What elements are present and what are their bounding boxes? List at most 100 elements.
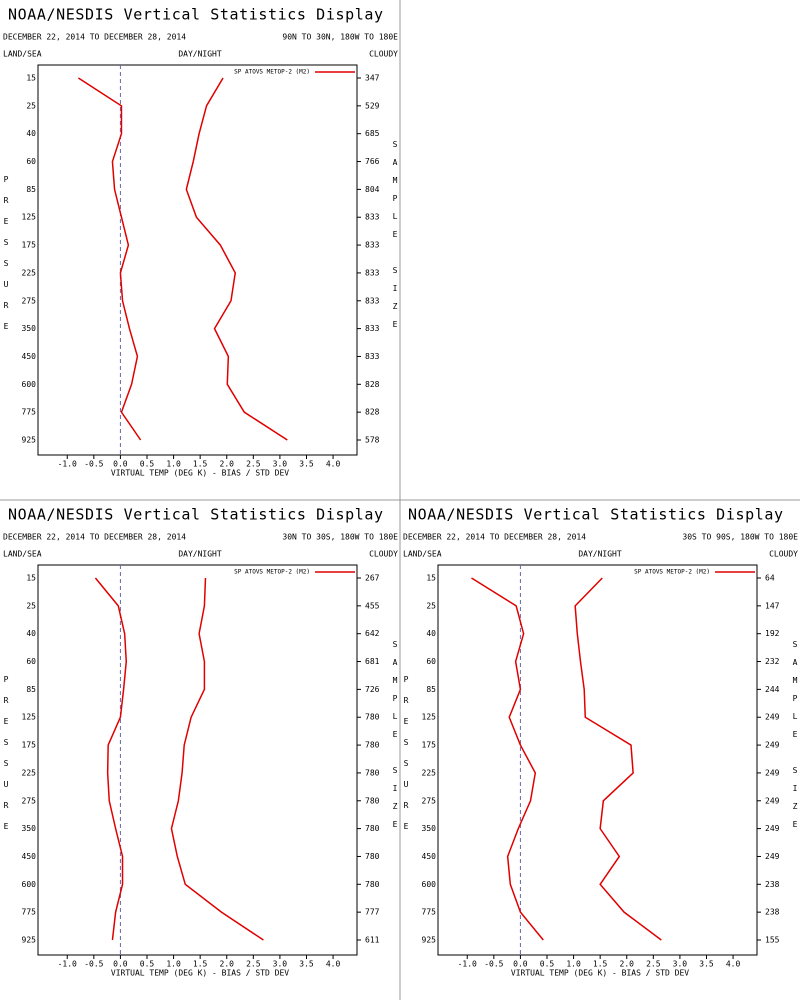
panel-title: NOAA/NESDIS Vertical Statistics Display [8, 6, 384, 24]
pressure-label: 125 [22, 213, 37, 222]
x-tick-label: -1.0 [58, 960, 77, 969]
sample-size: 249 [765, 796, 780, 805]
x-tick-label: 1.0 [166, 460, 181, 469]
pressure-label: 600 [22, 380, 37, 389]
sample-size: 64 [765, 574, 775, 583]
pressure-label: 15 [426, 574, 436, 583]
header-center: DAY/NIGHT [178, 50, 222, 59]
x-tick-label: 2.5 [246, 460, 261, 469]
profile-line [170, 577, 264, 941]
x-tick-label: 0.5 [140, 460, 155, 469]
pressure-label: 175 [422, 741, 437, 750]
y-axis-label: PRESSURE [402, 675, 411, 843]
sample-size: 833 [365, 268, 380, 277]
sample-size: 780 [365, 741, 380, 750]
sample-size: 833 [365, 296, 380, 305]
pressure-label: 450 [422, 852, 437, 861]
sample-size: 244 [765, 685, 780, 694]
x-tick-label: 3.5 [299, 460, 314, 469]
header-left: LAND/SEA [3, 550, 42, 559]
x-tick-label: 4.0 [726, 960, 741, 969]
pressure-label: 40 [426, 629, 436, 638]
sample-size: 726 [365, 685, 380, 694]
y-axis-label: PRESSURE [2, 675, 11, 843]
date-range: DECEMBER 22, 2014 TO DECEMBER 28, 2014 [403, 533, 586, 542]
profile-line [77, 77, 142, 441]
sample-size: 766 [365, 157, 380, 166]
pressure-label: 15 [26, 74, 36, 83]
pressure-label: 85 [26, 185, 36, 194]
date-range: DECEMBER 22, 2014 TO DECEMBER 28, 2014 [3, 33, 186, 42]
y2-axis-label: SAMPLE SIZE [391, 140, 400, 338]
pressure-label: 275 [22, 796, 37, 805]
sample-size: 238 [765, 880, 780, 889]
pressure-label: 450 [22, 852, 37, 861]
plot-frame [37, 564, 358, 956]
header-right: CLOUDY [369, 550, 398, 559]
x-tick-label: 1.5 [593, 960, 608, 969]
sample-size: 780 [365, 852, 380, 861]
x-tick-label: 0.0 [113, 460, 128, 469]
x-tick-label: 2.0 [220, 460, 235, 469]
sample-size: 529 [365, 101, 380, 110]
pressure-label: 175 [22, 241, 37, 250]
pressure-label: 60 [426, 657, 436, 666]
sample-size: 249 [765, 713, 780, 722]
x-tick-label: 3.0 [673, 960, 688, 969]
x-tick-label: 4.0 [326, 960, 341, 969]
x-tick-label: 1.0 [166, 960, 181, 969]
sample-size: 455 [365, 601, 380, 610]
y2-axis-label: SAMPLE SIZE [391, 640, 400, 838]
pressure-label: 275 [422, 796, 437, 805]
pressure-label: 275 [22, 296, 37, 305]
pressure-label: 350 [422, 824, 437, 833]
header-right: CLOUDY [369, 50, 398, 59]
sample-size: 828 [365, 408, 380, 417]
header-left: LAND/SEA [403, 550, 442, 559]
plot-frame [437, 564, 758, 956]
x-tick-label: 4.0 [326, 460, 341, 469]
pressure-label: 125 [422, 713, 437, 722]
pressure-label: 60 [26, 657, 36, 666]
pressure-label: 350 [22, 824, 37, 833]
pressure-label: 925 [422, 936, 437, 945]
sample-size: 780 [365, 880, 380, 889]
sample-size: 833 [365, 213, 380, 222]
x-tick-label: -0.5 [84, 960, 103, 969]
x-tick-label: 0.5 [540, 960, 555, 969]
y-axis-label: PRESSURE [2, 175, 11, 343]
profile-line [574, 577, 662, 941]
panel-title: NOAA/NESDIS Vertical Statistics Display [8, 506, 384, 524]
sample-size: 828 [365, 380, 380, 389]
region: 30S TO 90S, 180W TO 180E [682, 533, 798, 542]
x-tick-label: -1.0 [58, 460, 77, 469]
header-center: DAY/NIGHT [578, 550, 622, 559]
legend-label: SP ATOVS METOP-2 (M2) [234, 69, 310, 76]
x-tick-label: 0.5 [140, 960, 155, 969]
x-tick-label: 0.0 [113, 960, 128, 969]
pressure-label: 25 [26, 601, 36, 610]
pressure-label: 225 [422, 768, 437, 777]
header-left: LAND/SEA [3, 50, 42, 59]
pressure-label: 350 [22, 324, 37, 333]
x-tick-label: -0.5 [484, 960, 503, 969]
sample-size: 833 [365, 324, 380, 333]
region: 90N TO 30N, 180W TO 180E [282, 33, 398, 42]
x-tick-label: -0.5 [84, 460, 103, 469]
sample-size: 249 [765, 768, 780, 777]
pressure-label: 925 [22, 436, 37, 445]
x-axis-label: VIRTUAL TEMP (DEG K) - BIAS / STD DEV [111, 469, 289, 478]
x-tick-label: 3.0 [273, 960, 288, 969]
sample-size: 267 [365, 574, 380, 583]
sample-size: 777 [365, 908, 380, 917]
pressure-label: 225 [22, 268, 37, 277]
pressure-label: 775 [22, 908, 37, 917]
x-tick-label: 3.5 [699, 960, 714, 969]
sample-size: 780 [365, 713, 380, 722]
pressure-label: 450 [22, 352, 37, 361]
y2-axis-label: SAMPLE SIZE [791, 640, 800, 838]
pressure-label: 225 [22, 768, 37, 777]
profile-line [471, 577, 544, 941]
sample-size: 238 [765, 908, 780, 917]
